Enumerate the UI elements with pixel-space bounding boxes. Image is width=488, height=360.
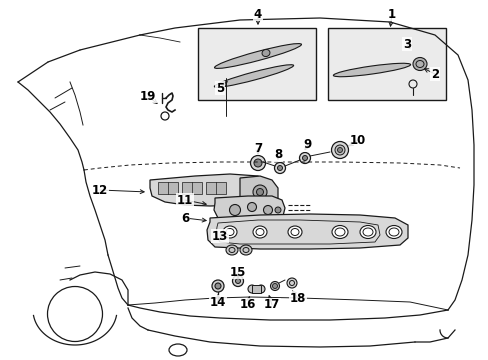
Ellipse shape xyxy=(247,285,256,293)
Ellipse shape xyxy=(333,63,410,77)
Text: 17: 17 xyxy=(264,298,280,311)
Text: 19: 19 xyxy=(140,90,156,103)
Text: 14: 14 xyxy=(209,296,226,309)
Text: 2: 2 xyxy=(430,68,438,81)
Ellipse shape xyxy=(287,226,302,238)
Bar xyxy=(158,182,178,194)
Ellipse shape xyxy=(385,225,401,238)
Text: 1: 1 xyxy=(387,8,395,21)
Ellipse shape xyxy=(253,159,262,167)
Text: 6: 6 xyxy=(181,211,189,225)
Text: 3: 3 xyxy=(402,37,410,50)
Ellipse shape xyxy=(263,206,272,215)
Text: 9: 9 xyxy=(303,139,311,152)
Text: 18: 18 xyxy=(289,292,305,305)
Ellipse shape xyxy=(212,280,224,292)
Text: 7: 7 xyxy=(253,141,262,154)
Text: 16: 16 xyxy=(239,298,256,311)
Ellipse shape xyxy=(225,245,238,255)
Text: 5: 5 xyxy=(215,81,224,94)
Bar xyxy=(198,28,315,100)
Ellipse shape xyxy=(229,204,240,216)
Ellipse shape xyxy=(286,278,296,288)
Ellipse shape xyxy=(247,202,256,211)
Ellipse shape xyxy=(272,284,277,288)
Text: 12: 12 xyxy=(92,184,108,197)
Ellipse shape xyxy=(256,189,263,195)
Polygon shape xyxy=(214,196,285,222)
Text: 10: 10 xyxy=(349,134,366,147)
Ellipse shape xyxy=(334,145,345,155)
Bar xyxy=(251,285,261,293)
Ellipse shape xyxy=(250,156,265,171)
Bar xyxy=(205,182,225,194)
Ellipse shape xyxy=(252,185,266,199)
Ellipse shape xyxy=(299,153,310,163)
Ellipse shape xyxy=(215,283,221,289)
Ellipse shape xyxy=(270,282,279,291)
Bar xyxy=(182,182,202,194)
Ellipse shape xyxy=(337,148,342,153)
Ellipse shape xyxy=(252,226,266,238)
Ellipse shape xyxy=(274,207,281,213)
Polygon shape xyxy=(240,176,278,208)
Ellipse shape xyxy=(214,65,293,87)
Polygon shape xyxy=(150,174,267,206)
Ellipse shape xyxy=(235,279,240,284)
Ellipse shape xyxy=(257,285,264,293)
Text: 11: 11 xyxy=(177,194,193,207)
Ellipse shape xyxy=(277,166,282,171)
Ellipse shape xyxy=(412,58,426,71)
Ellipse shape xyxy=(331,225,347,238)
Polygon shape xyxy=(206,214,407,249)
Ellipse shape xyxy=(331,141,348,158)
Ellipse shape xyxy=(359,225,375,238)
Text: 4: 4 xyxy=(253,8,262,21)
Text: 8: 8 xyxy=(273,148,282,162)
Text: 15: 15 xyxy=(229,266,245,279)
Ellipse shape xyxy=(262,49,269,57)
Ellipse shape xyxy=(240,245,251,255)
Ellipse shape xyxy=(232,275,243,287)
Ellipse shape xyxy=(214,44,301,68)
Text: 13: 13 xyxy=(211,230,228,243)
Ellipse shape xyxy=(223,226,237,238)
Ellipse shape xyxy=(274,162,285,174)
Ellipse shape xyxy=(302,156,307,161)
Bar xyxy=(327,28,445,100)
